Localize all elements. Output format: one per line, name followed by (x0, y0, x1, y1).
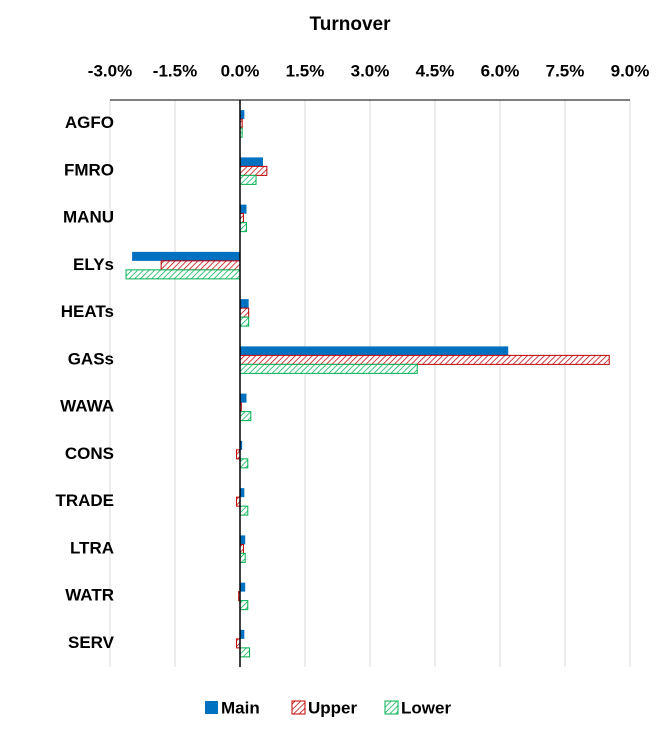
chart-title: Turnover (310, 14, 392, 35)
bar (239, 354, 610, 365)
y-tick-label: AGFO (65, 113, 114, 132)
bar (240, 488, 245, 498)
bar (125, 269, 241, 280)
bar (239, 307, 250, 318)
x-tick-label: 4.5% (416, 61, 455, 80)
bar (240, 582, 246, 592)
legend-swatch (205, 701, 218, 714)
y-tick-label: HEATs (61, 302, 114, 321)
x-tick-label: -1.5% (153, 61, 197, 80)
x-tick-label: 1.5% (286, 61, 325, 80)
y-tick-label: WAWA (60, 397, 114, 416)
bar (239, 411, 252, 422)
bar (240, 393, 247, 403)
bar (239, 505, 249, 516)
legend-swatch (384, 700, 399, 715)
legend-swatch (291, 700, 306, 715)
y-tick-label: ELYs (73, 255, 114, 274)
bar (239, 600, 249, 611)
x-tick-label: 0.0% (221, 61, 260, 80)
legend-label: Lower (401, 698, 451, 717)
y-tick-label: TRADE (55, 491, 114, 510)
legend-label: Main (221, 698, 260, 717)
bar (239, 363, 418, 374)
legend-label: Upper (308, 698, 358, 717)
x-tick-label: 6.0% (481, 61, 520, 80)
y-tick-label: SERV (68, 633, 115, 652)
y-tick-label: FMRO (64, 160, 114, 179)
bar (240, 110, 245, 120)
y-tick-label: WATR (65, 586, 114, 605)
x-tick-label: -3.0% (88, 61, 132, 80)
bar (240, 346, 509, 356)
bar (160, 260, 241, 271)
bar (240, 440, 243, 450)
bar (239, 165, 268, 176)
bar (239, 174, 257, 185)
bar (240, 157, 263, 167)
y-tick-label: MANU (63, 208, 114, 227)
y-tick-label: LTRA (70, 538, 114, 557)
bar (239, 222, 247, 233)
bar (240, 535, 246, 545)
bar (239, 647, 251, 658)
bar (240, 204, 247, 214)
x-tick-label: 3.0% (351, 61, 390, 80)
bar (239, 316, 250, 327)
y-tick-label: GASs (68, 349, 114, 368)
bar (132, 251, 240, 261)
x-tick-label: 9.0% (611, 61, 650, 80)
y-tick-label: CONS (65, 444, 114, 463)
bar (239, 552, 246, 563)
bar (240, 299, 249, 309)
bar (240, 629, 245, 639)
x-tick-label: 7.5% (546, 61, 585, 80)
bar (239, 458, 249, 469)
